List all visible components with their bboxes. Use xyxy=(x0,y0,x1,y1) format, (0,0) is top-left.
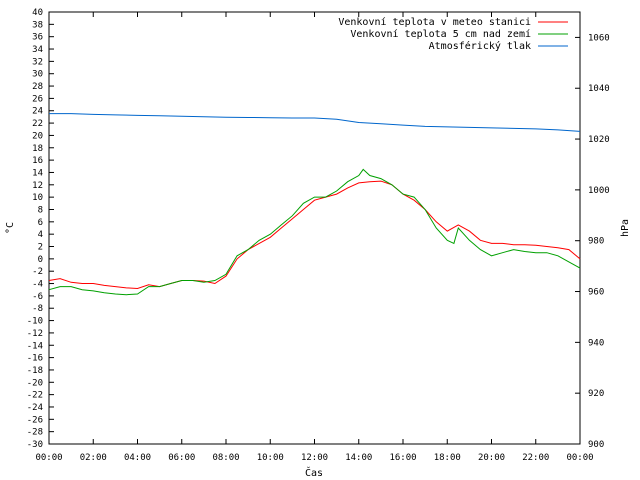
y-tick-label: 18 xyxy=(32,144,43,154)
x-tick-label: 00:00 xyxy=(35,453,62,463)
plot-area xyxy=(48,11,581,445)
y-tick-label: 34 xyxy=(32,45,43,55)
y-tick-label: -24 xyxy=(27,403,43,413)
y-tick-label: -20 xyxy=(27,378,43,388)
right-axis-ticks: 1060 1040 1020 1000 980 960 940 920 900 xyxy=(575,33,610,450)
x-tick-label: 04:00 xyxy=(124,453,151,463)
y-tick-label: 32 xyxy=(32,57,43,67)
y2-tick-label: 980 xyxy=(588,237,604,247)
y-tick-label: 26 xyxy=(32,94,43,104)
y-tick-label: 16 xyxy=(32,156,43,166)
y-tick-label: 0 xyxy=(38,255,43,265)
y-tick-label: -2 xyxy=(32,267,43,277)
left-axis-ticks: 4038363432302826242220181614121086420-2-… xyxy=(27,8,54,450)
y-tick-label: 24 xyxy=(32,107,43,117)
y-tick-label: 20 xyxy=(32,131,43,141)
series-line-0 xyxy=(48,180,581,290)
legend-label: Venkovní teplota v meteo stanici xyxy=(338,16,531,28)
y-tick-label: -18 xyxy=(27,366,43,376)
y-tick-label: 4 xyxy=(38,230,43,240)
y-tick-label: 14 xyxy=(32,168,43,178)
legend-label: Venkovní teplota 5 cm nad zemí xyxy=(350,28,531,40)
x-tick-label: 00:00 xyxy=(566,453,593,463)
series-line-1 xyxy=(48,168,581,296)
y2-tick-label: 1040 xyxy=(588,84,610,94)
y-tick-label: -8 xyxy=(32,304,43,314)
x-tick-label: 08:00 xyxy=(212,453,239,463)
y-tick-label: 8 xyxy=(38,205,43,215)
y2-tick-label: 900 xyxy=(588,440,604,450)
y-tick-label: 28 xyxy=(32,82,43,92)
x-tick-label: 02:00 xyxy=(80,453,107,463)
legend: Venkovní teplota v meteo staniciVenkovní… xyxy=(338,16,568,52)
y-tick-label: 2 xyxy=(38,243,43,253)
x-tick-label: 06:00 xyxy=(168,453,195,463)
y-tick-label: -16 xyxy=(27,354,43,364)
x-tick-label: 22:00 xyxy=(522,453,549,463)
y2-axis-title: hPa xyxy=(620,219,631,237)
y-tick-label: 30 xyxy=(32,70,43,80)
y-tick-label: -4 xyxy=(32,280,43,290)
series-lines xyxy=(48,113,581,296)
y2-tick-label: 940 xyxy=(588,338,604,348)
y2-tick-label: 960 xyxy=(588,288,604,298)
y-tick-label: -22 xyxy=(27,391,43,401)
y-tick-label: 10 xyxy=(32,193,43,203)
y2-tick-label: 920 xyxy=(588,389,604,399)
x-tick-label: 14:00 xyxy=(345,453,372,463)
x-tick-label: 12:00 xyxy=(301,453,328,463)
y-tick-label: -14 xyxy=(27,341,43,351)
y-tick-label: 38 xyxy=(32,20,43,30)
y-tick-label: -6 xyxy=(32,292,43,302)
y-tick-label: -28 xyxy=(27,428,43,438)
y2-tick-label: 1060 xyxy=(588,33,610,43)
y-tick-label: -12 xyxy=(27,329,43,339)
y-axis-title: °C xyxy=(5,222,16,234)
y-tick-label: 36 xyxy=(32,33,43,43)
x-tick-label: 18:00 xyxy=(434,453,461,463)
x-tick-label: 16:00 xyxy=(389,453,416,463)
y-tick-label: 12 xyxy=(32,181,43,191)
x-axis-title: Čas xyxy=(305,466,323,479)
legend-label: Atmosférický tlak xyxy=(429,40,531,52)
y-tick-label: 22 xyxy=(32,119,43,129)
y-tick-label: -26 xyxy=(27,415,43,425)
y-tick-label: -30 xyxy=(27,440,43,450)
x-axis-ticks: 00:00 02:00 04:00 06:00 08:00 10:00 12:00 14:00… xyxy=(35,12,594,463)
x-tick-label: 20:00 xyxy=(478,453,505,463)
y-tick-label: 6 xyxy=(38,218,43,228)
y2-tick-label: 1020 xyxy=(588,135,610,145)
y-tick-label: 40 xyxy=(32,8,43,18)
series-line-2 xyxy=(49,113,581,132)
y2-tick-label: 1000 xyxy=(588,186,610,196)
y-tick-label: -10 xyxy=(27,317,43,327)
x-tick-label: 10:00 xyxy=(257,453,284,463)
